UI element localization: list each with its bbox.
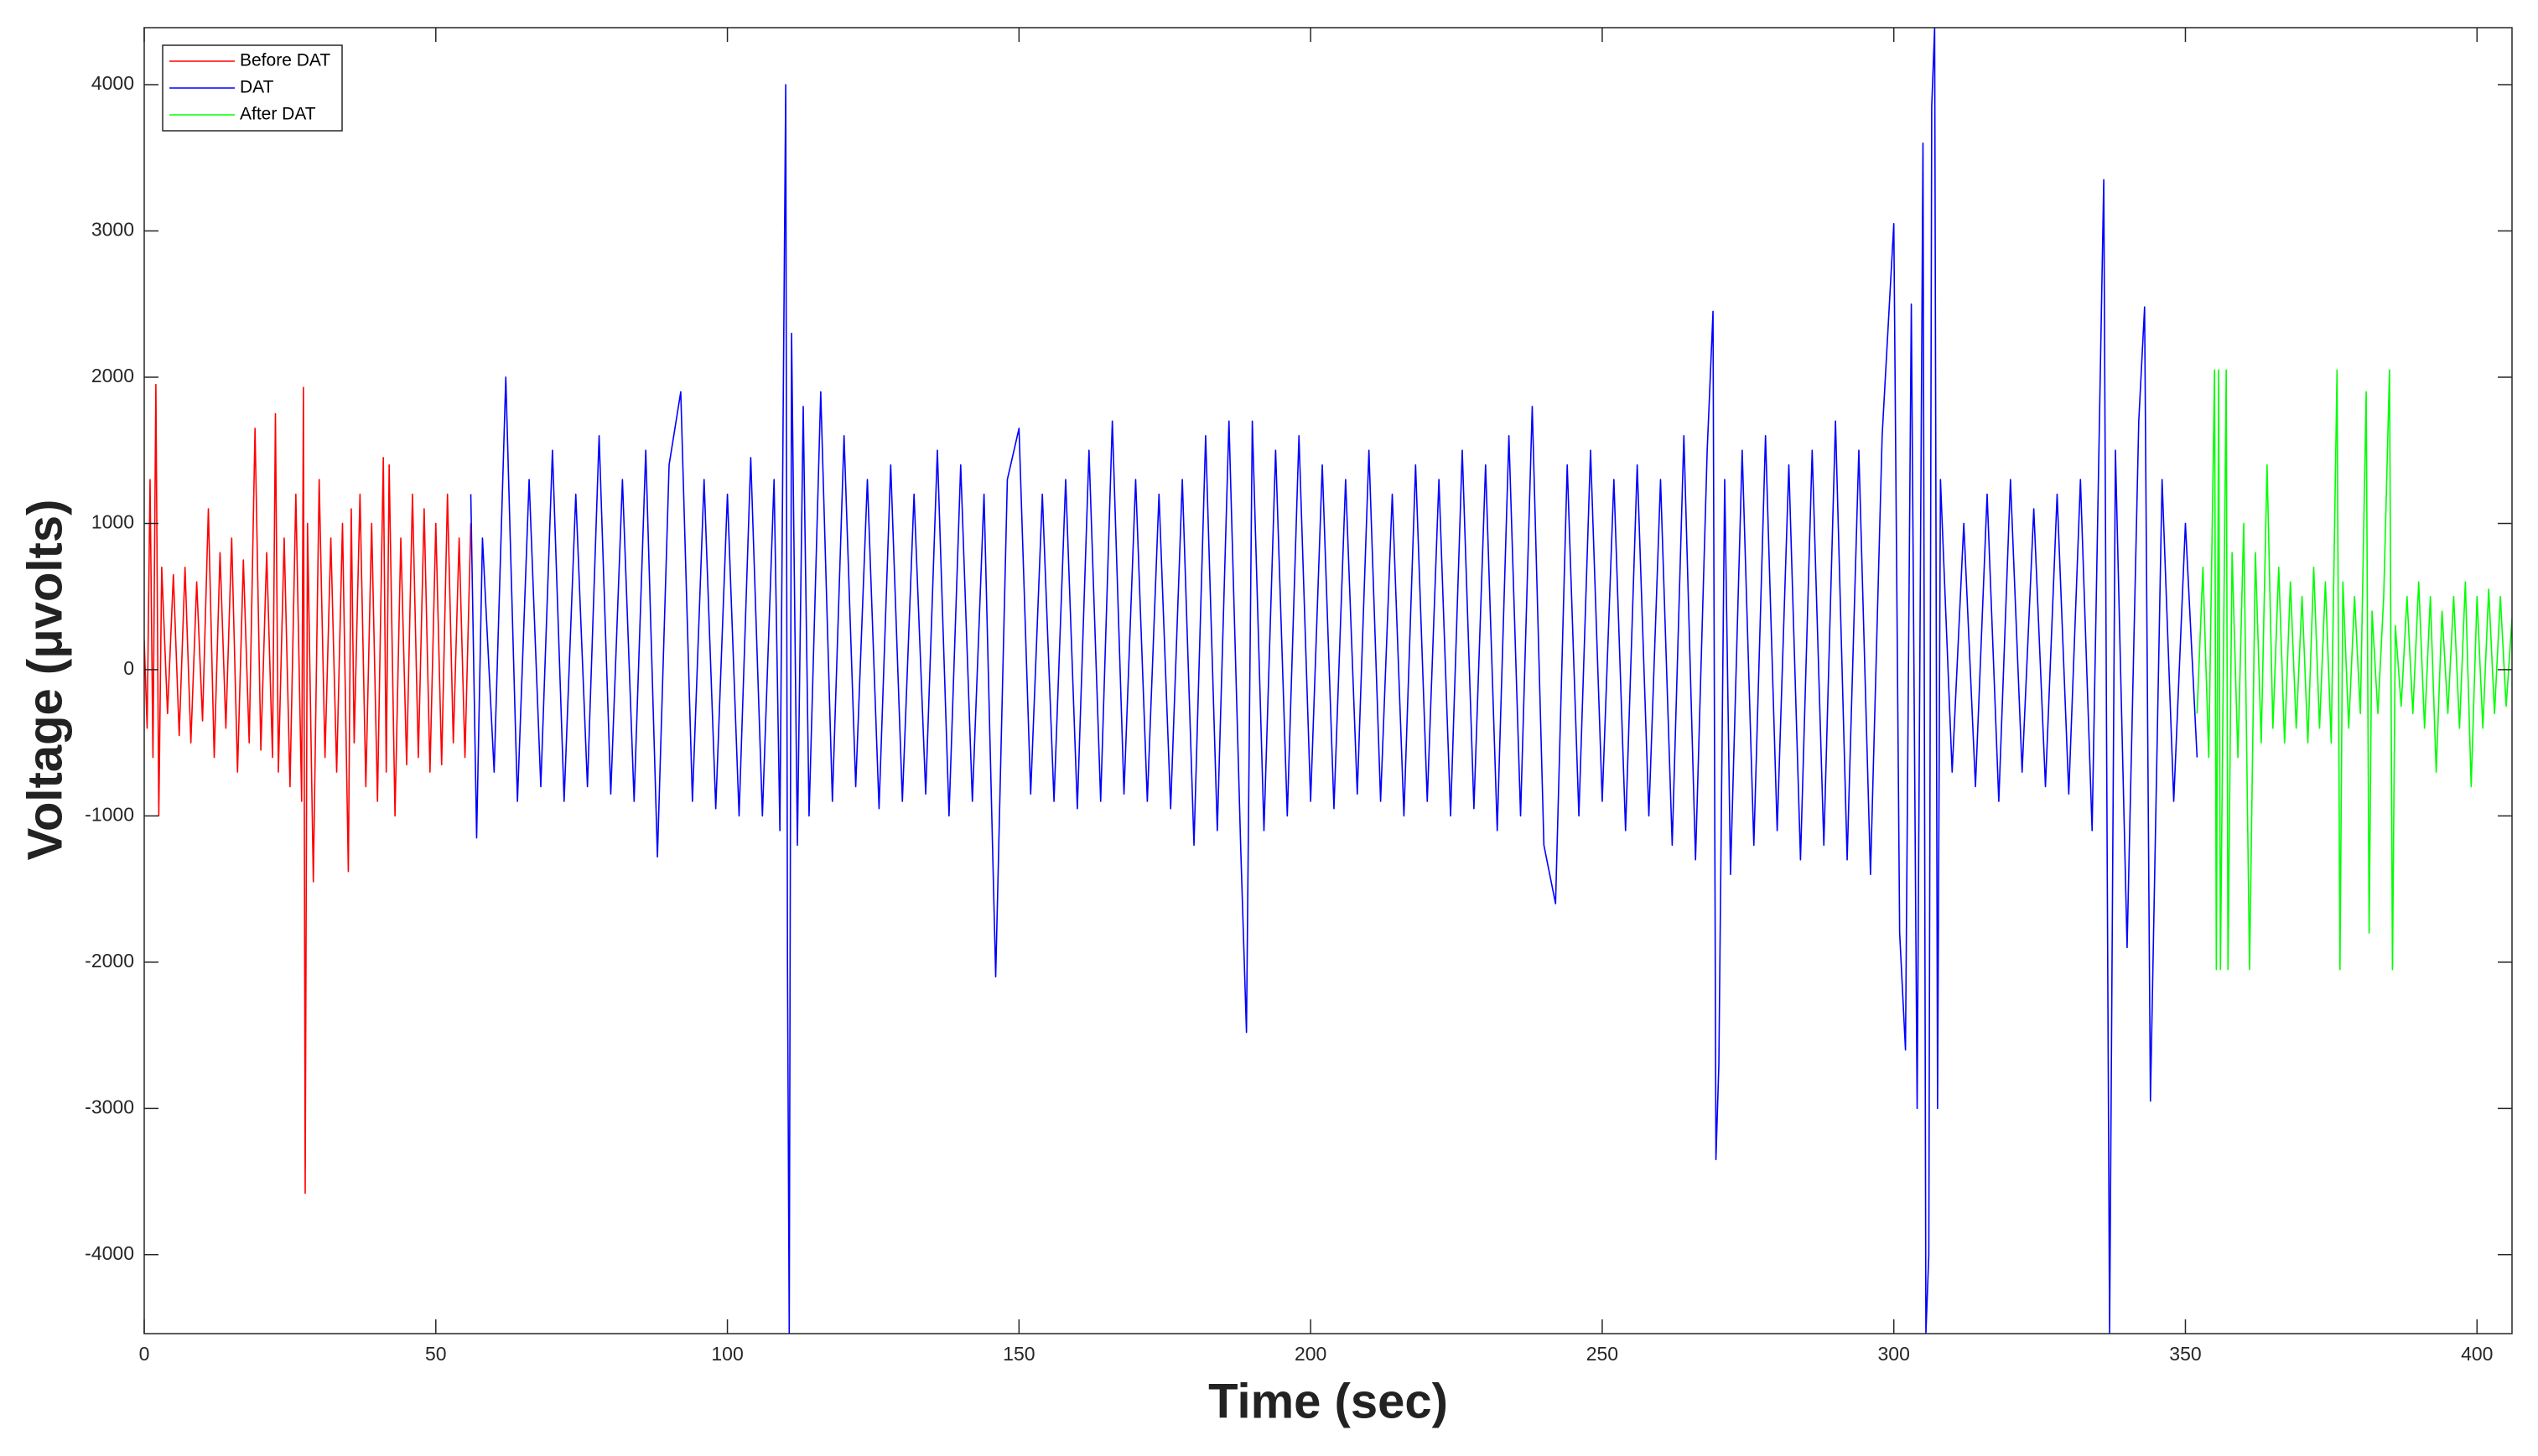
y-tick-label: 2000	[91, 365, 134, 386]
y-tick-label: 0	[123, 657, 134, 679]
legend-label: DAT	[240, 78, 274, 97]
x-tick-label: 100	[711, 1343, 743, 1365]
y-axis-label: Voltage (μvolts)	[18, 500, 72, 861]
x-tick-label: 150	[1003, 1343, 1035, 1365]
data-line	[470, 28, 2198, 1334]
x-tick-label: 50	[425, 1343, 447, 1365]
x-axis-label: Time (sec)	[1208, 1374, 1448, 1428]
y-tick-label: 3000	[91, 219, 134, 241]
y-tick-label: -2000	[85, 950, 134, 972]
x-tick-label: 400	[2461, 1343, 2493, 1365]
x-tick-label: 0	[139, 1343, 150, 1365]
y-tick-label: -1000	[85, 803, 134, 825]
legend-label: Before DAT	[240, 51, 330, 70]
x-tick-label: 350	[2169, 1343, 2201, 1365]
y-tick-label: 1000	[91, 511, 134, 533]
legend-label: After DAT	[240, 105, 316, 124]
x-tick-label: 250	[1586, 1343, 1618, 1365]
axes-box	[143, 27, 2513, 1334]
y-tick-label: 4000	[91, 72, 134, 94]
x-tick-label: 300	[1878, 1343, 1910, 1365]
data-line	[2196, 369, 2512, 971]
x-tick-label: 200	[1295, 1343, 1326, 1365]
data-line	[144, 383, 472, 1194]
y-tick-label: -3000	[85, 1096, 134, 1117]
y-tick-label: -4000	[85, 1242, 134, 1264]
